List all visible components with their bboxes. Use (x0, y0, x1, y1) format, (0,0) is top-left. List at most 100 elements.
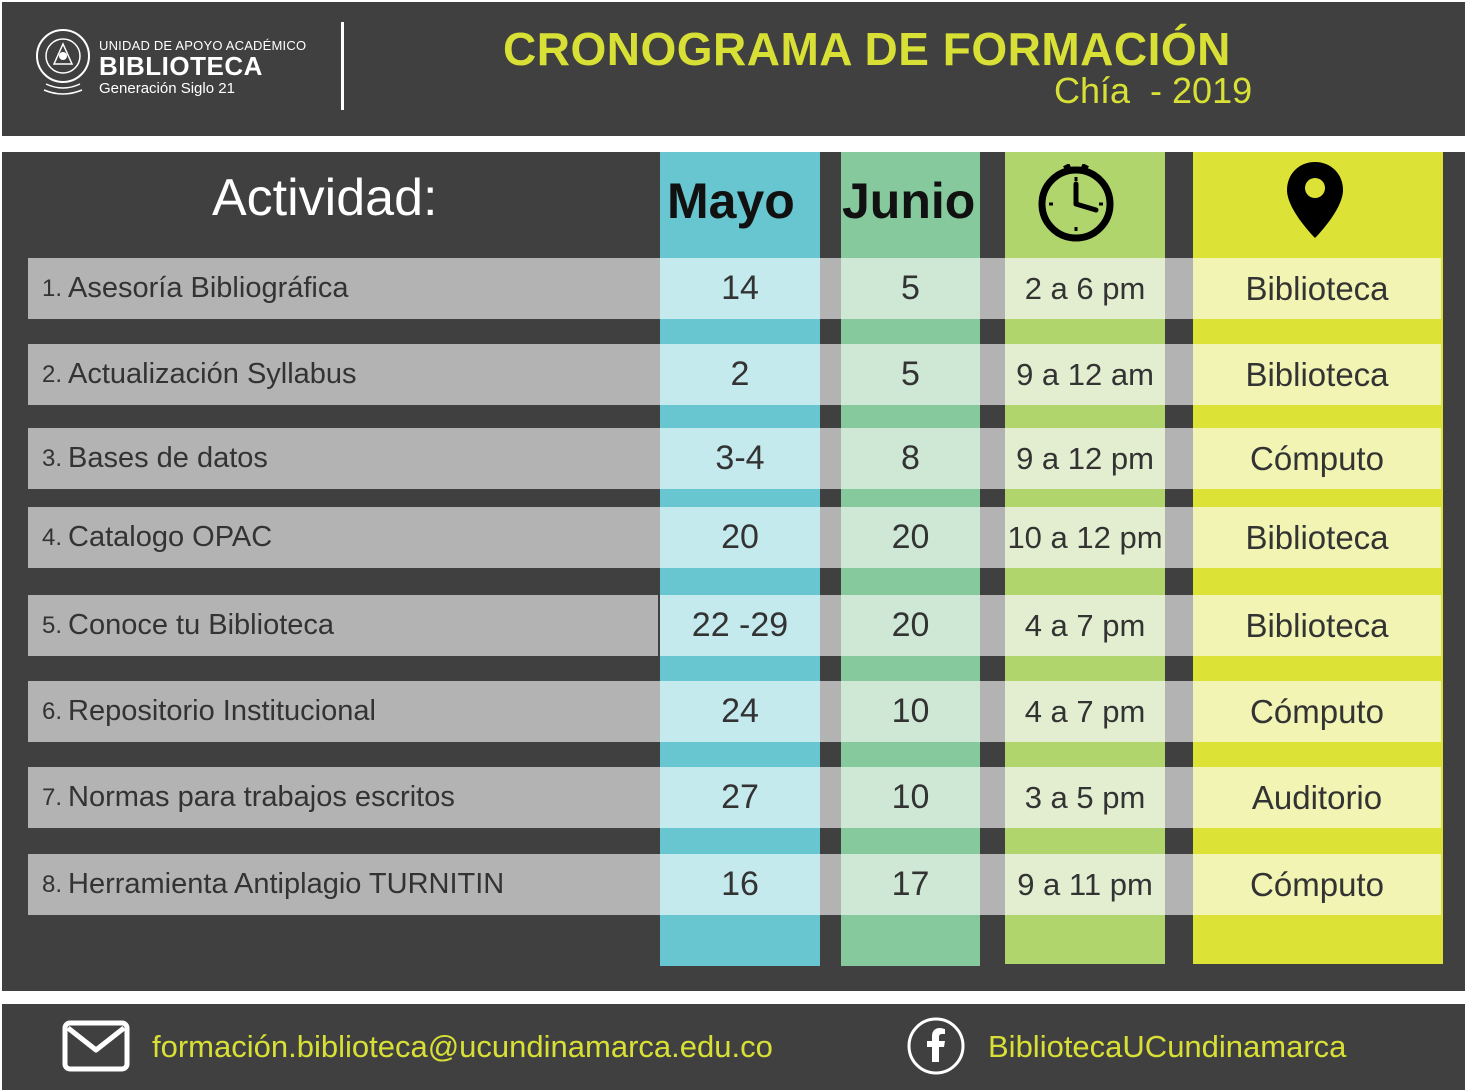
activity-cell: 7. Normas para trabajos escritos (28, 767, 662, 828)
gap-cell (1165, 258, 1193, 319)
june-header: Junio (842, 173, 976, 229)
activity-label: Conoce tu Biblioteca (68, 609, 335, 641)
may-date-cell: 16 (660, 854, 820, 915)
activity-label: Normas para trabajos escritos (68, 781, 455, 813)
facebook-handle[interactable]: BibliotecaUCundinamarca (988, 1029, 1347, 1064)
gap-cell (1165, 854, 1193, 915)
library-name: BIBLIOTECA (99, 51, 263, 81)
place-cell: Biblioteca (1193, 344, 1441, 405)
june-date-cell: 10 (841, 767, 980, 828)
place-cell: Biblioteca (1193, 507, 1441, 568)
may-date-cell: 14 (660, 258, 820, 319)
gap-cell (1165, 767, 1193, 828)
gap-cell (980, 428, 1005, 489)
header-bar (2, 2, 1465, 136)
gap-cell (1165, 344, 1193, 405)
row-number: 2. (42, 360, 63, 388)
gap-cell (820, 344, 841, 405)
facebook-icon[interactable] (906, 1016, 966, 1076)
table-row: 5. Conoce tu Biblioteca 22 -29 20 4 a 7 pm Bi… (0, 595, 1467, 656)
row-number: 4. (42, 523, 63, 551)
gap-cell (820, 681, 841, 742)
gap-cell (1165, 681, 1193, 742)
row-number: 6. (42, 697, 63, 725)
gap-cell (980, 854, 1005, 915)
envelope-icon (62, 1020, 130, 1072)
may-date-cell: 3-4 (660, 428, 820, 489)
gap-cell (980, 767, 1005, 828)
gap-cell (820, 507, 841, 568)
table-row: 8. Herramienta Antiplagio TURNITIN 16 17 9 a… (0, 854, 1467, 915)
time-cell: 4 a 7 pm (1005, 595, 1165, 656)
activity-label: Catalogo OPAC (68, 521, 273, 553)
gap-cell (820, 854, 841, 915)
gap-cell (1165, 428, 1193, 489)
may-date-cell: 22 -29 (660, 595, 820, 656)
place-cell: Cómputo (1193, 854, 1441, 915)
time-cell: 9 a 11 pm (1005, 854, 1165, 915)
june-date-cell: 10 (841, 681, 980, 742)
june-date-cell: 8 (841, 428, 980, 489)
gap-cell (820, 258, 841, 319)
place-cell: Cómputo (1193, 681, 1441, 742)
table-row: 7. Normas para trabajos escritos 27 10 3 a 5… (0, 767, 1467, 828)
row-number: 7. (42, 783, 63, 811)
june-date-cell: 20 (841, 507, 980, 568)
library-subtitle: Generación Siglo 21 (99, 80, 235, 97)
activity-header: Actividad: (212, 169, 438, 227)
june-date-cell: 5 (841, 258, 980, 319)
gap-cell (980, 258, 1005, 319)
activity-cell: 1. Asesoría Bibliográfica (28, 258, 660, 319)
clock-icon (1038, 164, 1114, 242)
place-cell: Auditorio (1193, 767, 1441, 828)
june-date-cell: 17 (841, 854, 980, 915)
page-subtitle: Chía - 2019 (1054, 70, 1253, 111)
footer-bar (2, 1004, 1465, 1090)
activity-label: Herramienta Antiplagio TURNITIN (68, 868, 505, 900)
table-row: 1. Asesoría Bibliográfica 14 5 2 a 6 pm Bibli… (0, 258, 1467, 319)
activity-label: Repositorio Institucional (68, 695, 376, 727)
place-cell: Cómputo (1193, 428, 1441, 489)
row-number: 1. (42, 274, 63, 302)
activity-cell: 3. Bases de datos (28, 428, 662, 489)
may-header: Mayo (667, 173, 795, 229)
may-date-cell: 27 (660, 767, 820, 828)
activity-cell: 8. Herramienta Antiplagio TURNITIN (28, 854, 662, 915)
place-cell: Biblioteca (1193, 258, 1441, 319)
activity-cell: 4. Catalogo OPAC (28, 507, 660, 568)
time-cell: 4 a 7 pm (1005, 681, 1165, 742)
time-cell: 10 a 12 pm (1005, 507, 1165, 568)
may-date-cell: 24 (660, 681, 820, 742)
time-cell: 2 a 6 pm (1005, 258, 1165, 319)
gap-cell (1165, 595, 1193, 656)
may-date-cell: 20 (660, 507, 820, 568)
gap-cell (820, 767, 841, 828)
may-date-cell: 2 (660, 344, 820, 405)
activity-label: Asesoría Bibliográfica (68, 272, 349, 304)
contact-email[interactable]: formación.biblioteca@ucundinamarca.edu.c… (152, 1029, 773, 1064)
location-pin-icon (1287, 162, 1343, 238)
row-number: 3. (42, 444, 63, 472)
gap-cell (980, 344, 1005, 405)
june-date-cell: 20 (841, 595, 980, 656)
time-cell: 3 a 5 pm (1005, 767, 1165, 828)
time-cell: 9 a 12 pm (1005, 428, 1165, 489)
gap-cell (980, 595, 1005, 656)
table-row: 2. Actualización Syllabus 2 5 9 a 12 am Bibli… (0, 344, 1467, 405)
table-row: 4. Catalogo OPAC 20 20 10 a 12 pm Biblioteca (0, 507, 1467, 568)
gap-cell (820, 428, 841, 489)
activity-label: Bases de datos (68, 442, 268, 474)
activity-cell: 2. Actualización Syllabus (28, 344, 660, 405)
gap-cell (1165, 507, 1193, 568)
gap-cell (980, 681, 1005, 742)
table-row: 3. Bases de datos 3-4 8 9 a 12 pm Cómputo (0, 428, 1467, 489)
row-number: 8. (42, 870, 63, 898)
time-cell: 9 a 12 am (1005, 344, 1165, 405)
header-divider (341, 22, 344, 110)
row-number: 5. (42, 611, 63, 639)
gap-cell (980, 507, 1005, 568)
activity-label: Actualización Syllabus (68, 358, 357, 390)
june-date-cell: 5 (841, 344, 980, 405)
table-row: 6. Repositorio Institucional 24 10 4 a 7 pm C… (0, 681, 1467, 742)
page-title: CRONOGRAMA DE FORMACIÓN (503, 23, 1231, 75)
